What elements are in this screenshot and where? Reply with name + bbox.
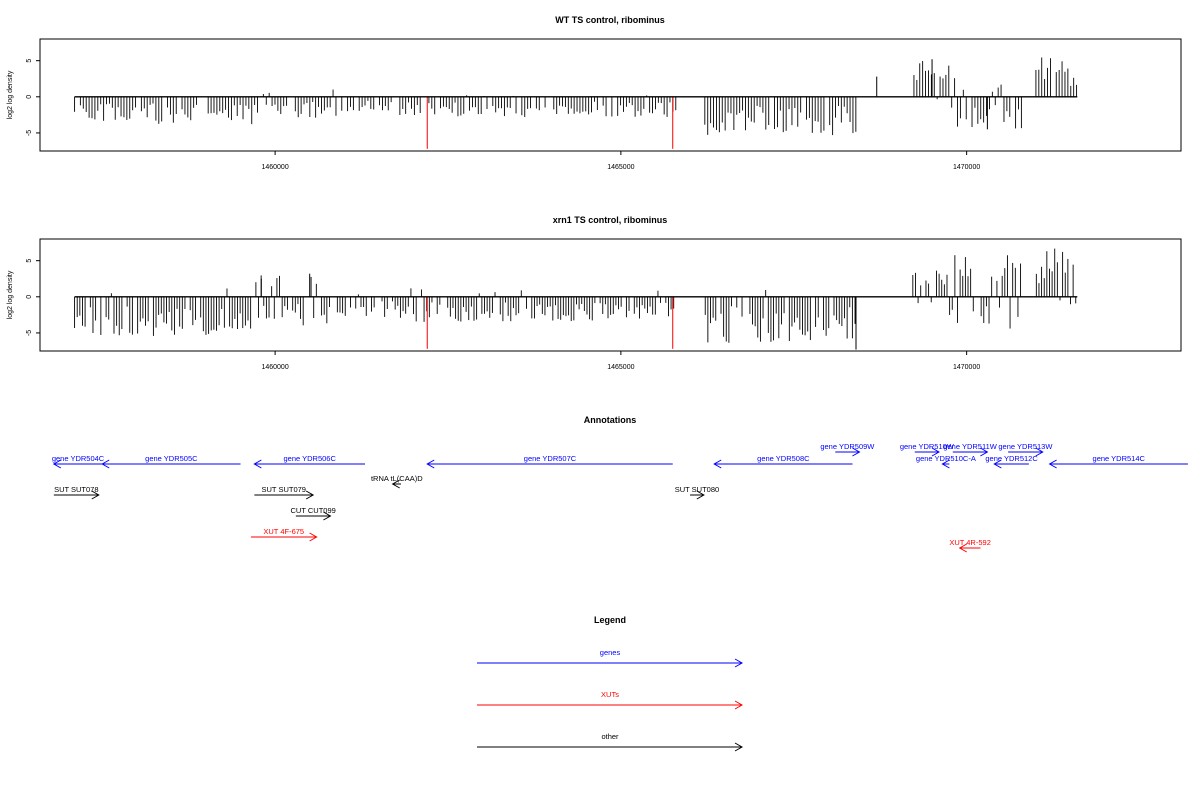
- y-tick-label: 5: [26, 59, 33, 63]
- annotation-feature: gene YDR505C: [101, 454, 241, 469]
- feature-label: gene YDR506C: [283, 454, 336, 463]
- feature-label: SUT SUT078: [54, 485, 98, 494]
- wt-y-axis: -5 0 5: [26, 59, 40, 136]
- feature-arrow-head: [101, 459, 110, 469]
- y-tick-label: 0: [26, 295, 33, 299]
- feature-label: gene YDR513W: [998, 442, 1053, 451]
- xrn1-density-bars: [74, 248, 1078, 350]
- feature-label: gene YDR507C: [524, 454, 577, 463]
- y-tick-label: 5: [26, 259, 33, 263]
- annotation-feature: gene YDR510W: [900, 442, 955, 457]
- x-tick-label: 1470000: [953, 164, 980, 171]
- annotation-feature: gene YDR509W: [820, 442, 875, 457]
- legend-title: Legend: [594, 615, 626, 625]
- feature-arrow-head: [52, 459, 62, 469]
- xrn1-y-axis-label: log2 log density: [7, 270, 14, 319]
- x-tick-label: 1465000: [607, 364, 634, 371]
- annotation-feature: gene YDR510C-A: [916, 454, 976, 469]
- wt-panel-title: WT TS control, ribominus: [555, 15, 665, 25]
- feature-label: gene YDR510C-A: [916, 454, 976, 463]
- annotation-feature: CUT CUT099: [291, 506, 336, 521]
- legend-label: genes: [600, 648, 621, 657]
- annotation-features: gene YDR504C gene YDR505C gene YDR506C gene…: [52, 442, 1188, 553]
- feature-label: CUT CUT099: [291, 506, 336, 515]
- feature-arrow-head: [931, 447, 940, 457]
- legend-label: other: [601, 732, 619, 741]
- xrn1-plot-frame: [39, 238, 1182, 352]
- y-tick-label: 0: [26, 95, 33, 99]
- xrn1-panel-title: xrn1 TS control, ribominus: [553, 215, 668, 225]
- x-tick-label: 1460000: [261, 164, 288, 171]
- annotation-feature: gene YDR512C: [985, 454, 1038, 469]
- feature-arrow-head: [391, 479, 400, 489]
- feature-arrow-head: [713, 459, 722, 469]
- x-tick-label: 1465000: [607, 164, 634, 171]
- feature-arrow-head: [696, 490, 705, 500]
- feature-label: XUT 4R-592: [949, 538, 991, 547]
- annotation-feature: XUT 4R-592: [949, 538, 991, 553]
- feature-arrow-head: [993, 459, 1002, 469]
- feature-label: gene YDR510W: [900, 442, 955, 451]
- wt-plot-frame: [39, 38, 1182, 152]
- feature-arrow-head: [958, 543, 967, 553]
- legend-item: other: [477, 732, 744, 752]
- feature-label: tRNA tL(CAA)D: [371, 474, 423, 483]
- feature-arrow-head: [323, 511, 332, 521]
- feature-arrow-head: [1035, 447, 1044, 457]
- legend-label: XUTs: [601, 690, 619, 699]
- annotation-feature: SUT SUT078: [53, 485, 100, 500]
- feature-arrow-head: [91, 490, 100, 500]
- wt-x-axis: 1460000 1465000 1470000: [261, 151, 980, 171]
- annotation-feature: SUT SUT080: [675, 485, 719, 500]
- annotation-feature: gene YDR511W: [943, 442, 998, 457]
- wt-density-panel: WT TS control, ribominus log2 log densit…: [7, 15, 1182, 171]
- feature-label: gene YDR514C: [1093, 454, 1146, 463]
- annotation-feature: XUT 4F-675: [250, 527, 318, 542]
- x-tick-label: 1470000: [953, 364, 980, 371]
- feature-label: SUT SUT079: [262, 485, 306, 494]
- xrn1-x-axis: 1460000 1465000 1470000: [261, 351, 980, 371]
- annotations-track: Annotations gene YDR504C gene YDR505C gene…: [52, 415, 1188, 553]
- feature-arrow-head: [305, 490, 315, 500]
- feature-arrow-head: [426, 459, 435, 469]
- feature-label: gene YDR512C: [985, 454, 1038, 463]
- y-tick-label: -5: [26, 330, 33, 336]
- annotation-feature: tRNA tL(CAA)D: [371, 474, 423, 489]
- feature-arrow-head: [253, 459, 262, 469]
- xrn1-density-panel: xrn1 TS control, ribominus log2 log dens…: [7, 215, 1182, 371]
- annotation-feature: gene YDR506C: [253, 454, 366, 469]
- legend-item: XUTs: [477, 690, 744, 710]
- y-tick-label: -5: [26, 130, 33, 136]
- legend: Legend genes XUTs other: [477, 615, 744, 752]
- feature-arrow-head: [941, 459, 950, 469]
- feature-arrow-head: [980, 447, 989, 457]
- wt-y-axis-label: log2 log density: [7, 70, 14, 119]
- annotation-feature: gene YDR504C: [52, 454, 105, 469]
- annotation-feature: gene YDR514C: [1048, 454, 1188, 469]
- legend-item: genes: [477, 648, 744, 668]
- x-tick-label: 1460000: [261, 364, 288, 371]
- legend-arrow-head: [734, 700, 744, 710]
- feature-label: XUT 4F-675: [263, 527, 304, 536]
- feature-label: gene YDR504C: [52, 454, 105, 463]
- feature-arrow-head: [309, 532, 318, 542]
- feature-label: gene YDR511W: [943, 442, 997, 451]
- feature-label: gene YDR508C: [757, 454, 810, 463]
- legend-arrow-head: [734, 742, 744, 752]
- annotations-title: Annotations: [584, 415, 637, 425]
- annotation-feature: SUT SUT079: [254, 485, 315, 500]
- feature-label: SUT SUT080: [675, 485, 719, 494]
- feature-label: gene YDR505C: [145, 454, 198, 463]
- annotation-feature: gene YDR508C: [713, 454, 853, 469]
- xrn1-y-axis: -5 0 5: [26, 259, 40, 336]
- wt-density-bars: [74, 57, 1078, 149]
- annotation-feature: gene YDR507C: [426, 454, 673, 469]
- feature-arrow-head: [1048, 459, 1057, 469]
- feature-arrow-head: [852, 447, 861, 457]
- feature-label: gene YDR509W: [820, 442, 875, 451]
- legend-arrow-head: [734, 658, 744, 668]
- legend-items: genes XUTs other: [477, 648, 744, 752]
- annotation-feature: gene YDR513W: [998, 442, 1053, 457]
